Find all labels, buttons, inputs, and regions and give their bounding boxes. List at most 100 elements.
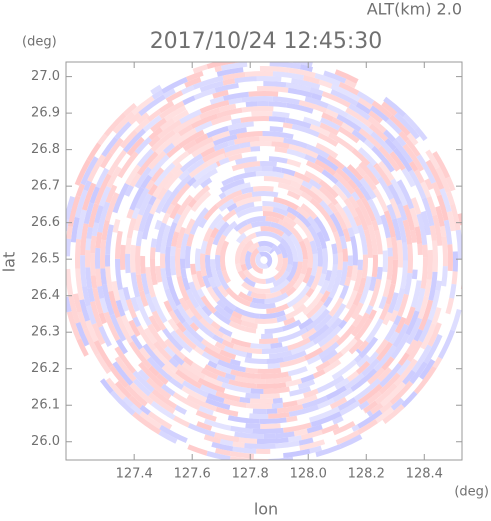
echo-cell (203, 346, 232, 364)
echo-cell (100, 378, 114, 394)
echo-cell (391, 236, 398, 260)
echo-cell (334, 377, 350, 390)
echo-cell (367, 309, 377, 321)
echo-cell (229, 358, 241, 367)
echo-cell (286, 415, 298, 423)
echo-cell (445, 176, 456, 192)
echo-cell (82, 327, 100, 356)
echo-cell (240, 314, 255, 324)
echo-cell (393, 287, 406, 312)
echo-cell (222, 72, 246, 81)
echo-cell (186, 233, 195, 247)
echo-cell (291, 124, 320, 138)
echo-cell (250, 248, 263, 274)
echo-cell (419, 358, 436, 380)
echo-cell (405, 310, 420, 336)
echo-cell (195, 410, 217, 422)
echo-cell (409, 361, 428, 385)
echo-cell (314, 73, 341, 87)
echo-cell (304, 96, 329, 109)
echo-cell (138, 94, 166, 117)
echo-cell (162, 328, 184, 352)
echo-cell (439, 225, 447, 238)
echo-cell (214, 65, 222, 73)
echo-cell (151, 296, 168, 324)
echo-cell (164, 338, 186, 361)
echo-cell (252, 56, 276, 61)
echo-cell (224, 372, 236, 381)
echo-cell (135, 245, 141, 275)
echo-cell (286, 206, 300, 217)
echo-cell (80, 156, 99, 186)
echo-cell (274, 146, 288, 154)
echo-cell (396, 239, 403, 268)
echo-cell (368, 110, 383, 124)
echo-cell (298, 100, 328, 114)
echo-cell (374, 229, 383, 255)
echo-cell (176, 275, 190, 302)
echo-cell (306, 274, 316, 288)
echo-cell (285, 82, 311, 93)
echo-cell (220, 178, 245, 193)
echo-cell (236, 206, 263, 219)
echo-cell (332, 415, 344, 425)
echo-cell (389, 380, 414, 405)
echo-cell (223, 305, 234, 316)
echo-cell (408, 169, 427, 199)
echo-cell (227, 415, 260, 424)
echo-cell (235, 196, 262, 208)
echo-cell (378, 372, 401, 395)
echo-cell (288, 435, 302, 443)
echo-cell (244, 70, 273, 77)
echo-cell (219, 240, 230, 272)
echo-cell (351, 312, 370, 337)
echo-cell (135, 231, 144, 247)
echo-cell (366, 351, 380, 365)
echo-cell (169, 203, 182, 220)
echo-cell (94, 247, 101, 269)
echo-cell (150, 167, 165, 183)
echo-cell (209, 259, 222, 288)
echo-cell (251, 110, 273, 117)
echo-cell (70, 216, 80, 243)
echo-cell (80, 223, 89, 256)
echo-cell (137, 369, 150, 382)
echo-cell (203, 227, 214, 242)
echo-cell (296, 212, 312, 228)
echo-cell (279, 356, 306, 368)
echo-cell (83, 202, 94, 225)
echo-cell (305, 287, 315, 298)
echo-cell (152, 171, 175, 198)
echo-cell (99, 297, 109, 314)
echo-cell (281, 232, 299, 262)
echo-cell (324, 270, 333, 282)
echo-cell (404, 272, 413, 295)
echo-cell (192, 64, 208, 74)
echo-cell (266, 303, 290, 314)
echo-cell (256, 437, 289, 445)
plot-frame (65, 61, 463, 461)
echo-cell (402, 113, 419, 130)
echo-cell (287, 87, 313, 98)
echo-cell (82, 286, 91, 307)
echo-cell (90, 275, 98, 289)
echo-cell (339, 284, 349, 300)
echo-cell (176, 303, 194, 326)
echo-cell (125, 237, 132, 254)
echo-cell (141, 212, 154, 240)
echo-cell (159, 100, 185, 120)
echo-cell (313, 216, 331, 242)
echo-cell (256, 75, 282, 82)
echo-cell (297, 379, 316, 390)
echo-cell (99, 151, 114, 169)
echo-cell (363, 229, 373, 258)
echo-cell (105, 192, 120, 222)
echo-cell (178, 124, 194, 137)
echo-cell (345, 290, 358, 310)
echo-cell (159, 118, 175, 131)
echo-cell (390, 333, 410, 360)
x-tick-label: 128.0 (290, 467, 327, 482)
echo-cell (304, 170, 322, 184)
echo-cell (250, 220, 272, 228)
echo-cell (198, 217, 208, 229)
